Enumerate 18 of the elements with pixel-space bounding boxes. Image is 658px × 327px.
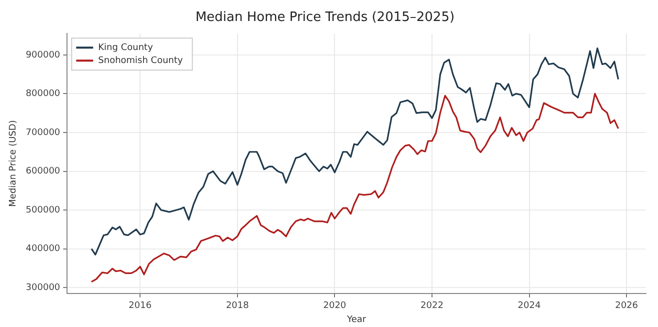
- y-axis-title: Median Price (USD): [8, 120, 19, 207]
- x-tick-label: 2026: [615, 301, 638, 312]
- x-tick-label: 2022: [420, 301, 444, 312]
- y-tick-label: 800000: [26, 89, 60, 100]
- chart-title: Median Home Price Trends (2015–2025): [195, 10, 455, 26]
- y-tick-label: 500000: [26, 205, 60, 216]
- x-tick-label: 2016: [128, 301, 152, 312]
- y-tick-label: 700000: [26, 128, 60, 138]
- y-tick-label: 900000: [26, 50, 60, 60]
- y-tick-label: 600000: [26, 166, 60, 177]
- x-tick-label: 2020: [323, 301, 346, 312]
- legend-label: King County: [98, 42, 154, 53]
- x-axis-title: Year: [346, 314, 366, 325]
- y-tick-label: 400000: [26, 244, 60, 254]
- x-tick-label: 2018: [226, 301, 250, 312]
- y-tick-label: 300000: [26, 282, 60, 293]
- x-tick-label: 2024: [518, 301, 541, 312]
- legend-label: Snohomish County: [98, 56, 184, 66]
